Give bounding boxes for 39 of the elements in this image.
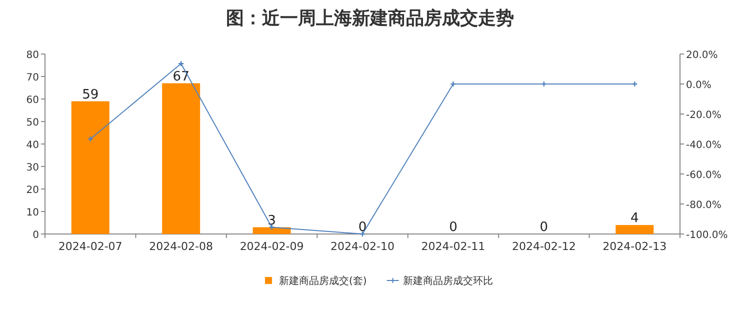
x-tick-label: 2024-02-11 [421, 240, 486, 253]
y2-tick-label: 0.0% [686, 80, 712, 91]
y2-tick-label: -20.0% [686, 110, 722, 121]
bar [71, 101, 110, 234]
y-tick-label: 0 [32, 230, 39, 241]
point [450, 80, 456, 88]
data-label: 67 [172, 69, 190, 84]
y-tick-label: 30 [26, 162, 39, 174]
data-label: 0 [449, 220, 458, 235]
x-tick-label: 2024-02-10 [330, 240, 394, 253]
x-tick-label: 2024-02-08 [149, 240, 214, 253]
bar [616, 225, 654, 234]
x-tick-label: 2024-02-13 [602, 240, 667, 253]
y-tick-label: 80 [26, 50, 39, 61]
y-tick-label: 60 [26, 95, 39, 106]
y2-tick-label: 20.0% [686, 50, 718, 61]
y-tick-label: 50 [26, 118, 39, 128]
x-tick-label: 2024-02-07 [58, 240, 122, 253]
data-label: 4 [630, 211, 639, 226]
legend-label: 新建商品房成交环比 [402, 275, 493, 287]
x-tick-label: 2024-02-09 [240, 240, 304, 253]
y2-tick-label: -40.0% [686, 140, 722, 151]
data-label: 3 [268, 213, 276, 228]
y2-tick-label: -80.0% [686, 200, 722, 211]
y-tick-label: 10 [26, 208, 39, 218]
y-tick-label: 20 [26, 185, 39, 196]
bar [162, 83, 200, 234]
y-tick-label: 40 [26, 140, 39, 151]
data-label: 0 [358, 220, 367, 235]
chart-title: 图：近一周上海新建商品房成交走势 [226, 8, 514, 29]
y2-tick-label: -60.0% [686, 170, 722, 181]
point [178, 60, 184, 67]
x-tick-label: 2024-02-12 [512, 240, 576, 253]
data-label: 0 [540, 220, 548, 235]
point [540, 80, 548, 88]
legend-label: 新建商品房成交(套) [279, 275, 367, 287]
data-label: 59 [82, 87, 99, 102]
y-tick-label: 70 [26, 72, 39, 84]
y2-tick-label: -100.0% [686, 230, 728, 241]
